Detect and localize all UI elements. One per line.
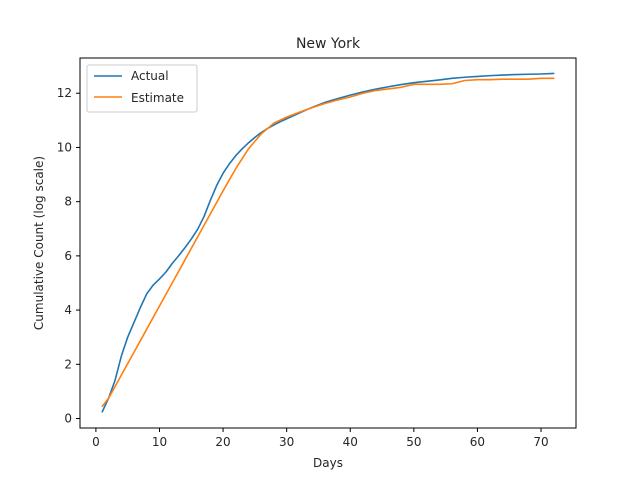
plot-area-frame bbox=[79, 57, 577, 429]
y-tick-label: 12 bbox=[57, 86, 72, 100]
x-tick-label: 50 bbox=[406, 435, 421, 449]
x-axis-title: Days bbox=[313, 456, 343, 470]
y-tick-label: 4 bbox=[64, 303, 72, 317]
series-line-actual bbox=[101, 72, 555, 413]
x-tick-label: 30 bbox=[279, 435, 294, 449]
legend: Actual Estimate bbox=[86, 64, 198, 113]
x-tick-label: 60 bbox=[470, 435, 485, 449]
legend-label-actual: Actual bbox=[131, 69, 169, 83]
y-tick-label: 8 bbox=[64, 195, 72, 209]
y-axis: 0 2 4 6 8 10 12 bbox=[57, 86, 80, 426]
legend-label-estimate: Estimate bbox=[131, 91, 184, 105]
x-tick-label: 70 bbox=[533, 435, 548, 449]
series-line-estimate bbox=[101, 77, 555, 408]
y-axis-title: Cumulative Count (log scale) bbox=[32, 156, 46, 330]
y-tick-label: 0 bbox=[64, 412, 72, 426]
series-layer bbox=[101, 72, 555, 413]
chart-title: New York bbox=[296, 36, 361, 52]
x-axis: 0 10 20 30 40 50 60 70 bbox=[92, 428, 549, 449]
x-tick-label: 10 bbox=[152, 435, 167, 449]
x-tick-label: 40 bbox=[343, 435, 358, 449]
y-tick-label: 6 bbox=[64, 249, 72, 263]
y-tick-label: 10 bbox=[57, 140, 72, 154]
x-tick-label: 0 bbox=[92, 435, 100, 449]
x-tick-label: 20 bbox=[215, 435, 230, 449]
y-tick-label: 2 bbox=[64, 357, 72, 371]
